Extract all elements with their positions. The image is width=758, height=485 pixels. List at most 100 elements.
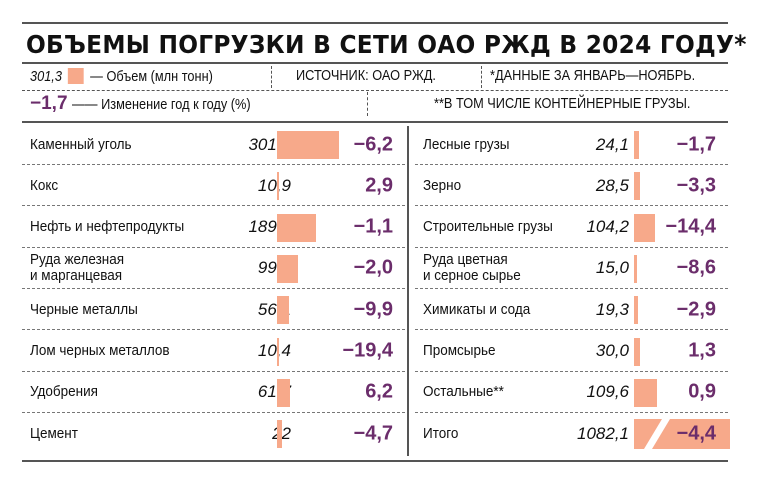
change-value: 2,9 [365,174,393,197]
title-rule [22,62,728,64]
row-divider [415,205,728,207]
row-divider [22,329,405,331]
bar-segment [634,419,662,450]
table-row: Итого 1082,1 −4,4 [415,413,730,454]
row-divider [22,205,405,207]
legend-volume-value: 301,3 [30,69,62,85]
volume-value: 19,3 [595,299,629,319]
volume-bar [277,296,289,325]
change-value: −1,7 [676,133,716,155]
category-label: Нефть и нефтепродукты [30,218,185,236]
change-value: −2,9 [676,298,716,321]
volume-bar [277,172,280,201]
table-row: Цемент 22 −4,7 [22,413,405,454]
change-value: −4,4 [676,422,716,445]
category-label: Черные металлы [30,300,138,318]
change-value: −19,4 [342,339,393,362]
row-divider [22,287,405,289]
divider [367,92,368,116]
volume-value: 1082,1 [577,423,629,443]
change-value: −1,1 [353,215,393,238]
volume-bar [634,378,657,407]
volume-bar [277,131,339,159]
legend-volume-label: — Объем (млн тонн) [90,69,213,85]
header-rule [22,121,728,123]
volume-bar [277,254,298,283]
table-row: Зерно 28,5 −3,3 [415,165,728,207]
volume-value: 104,2 [586,217,629,237]
table-row: Черные металлы 56,1 −9,9 [22,289,405,331]
divider [481,66,482,88]
legend-change: −1,7 —— Изменение год к году (%) [30,93,275,115]
row-divider [415,246,728,248]
table-row: Лом черных металлов 10,4 −19,4 [22,331,405,372]
row-divider [415,370,728,372]
change-value: 0,9 [688,380,716,403]
category-label: Руда железная и марганцевая [30,251,125,285]
category-label: Каменный уголь [30,135,132,153]
category-label: Лесные грузы [423,135,510,153]
note-containers: **В ТОМ ЧИСЛЕ КОНТЕЙНЕРНЫЕ ГРУЗЫ. [434,96,691,112]
row-divider [415,287,728,289]
category-label: Зерно [423,176,462,194]
change-value: −14,4 [665,215,716,238]
table-row: Нефть и нефтепродукты 189,5 −1,1 [22,207,405,248]
row-divider [22,370,405,372]
change-value: −9,9 [353,298,393,321]
table-row: Строительные грузы 104,2 −14,4 [415,207,728,248]
table-row: Лесные грузы 24,1 −1,7 [415,124,728,165]
category-label: Промсырье [423,342,496,359]
category-label: Удобрения [30,383,98,401]
change-value: −3,3 [676,174,716,197]
volume-bar [634,296,638,325]
volume-bar [277,337,280,366]
divider [271,66,272,88]
category-label: Руда цветная и серное сырье [423,251,521,285]
table-row: Промсырье 30,0 1,3 [415,331,728,372]
row-divider [415,411,728,413]
volume-value: 22 [272,423,291,443]
legend-change-label: —— Изменение год к году (%) [71,97,251,113]
table-row: Удобрения 61,7 6,2 [22,372,405,413]
table-row: Руда цветная и серное сырье 15,0 −8,6 [415,248,728,289]
legend-change-value: −1,7 [30,93,68,114]
category-label: Цемент [30,424,78,442]
table-row: Остальные** 109,6 0,9 [415,372,728,413]
chart-title: ОБЪЕМЫ ПОГРУЗКИ В СЕТИ ОАО РЖД В 2024 ГО… [26,30,747,59]
volume-value: 24,1 [595,134,629,154]
volume-bar [634,131,639,159]
top-rule [22,22,728,24]
category-label: Итого [423,424,459,442]
volume-bar [634,172,640,201]
volume-value: 15,0 [595,258,629,278]
change-value: 6,2 [365,380,393,403]
row-divider [415,329,728,331]
bottom-rule [22,460,728,462]
change-value: 1,3 [688,339,716,362]
volume-bar [277,420,282,449]
volume-bar-broken [634,419,730,450]
row-divider [22,164,405,165]
change-value: −8,6 [676,256,716,279]
volume-bar [277,378,290,407]
note-period: *ДАННЫЕ ЗА ЯНВАРЬ—НОЯБРЬ. [490,68,696,84]
category-label: Химикаты и сода [423,300,531,318]
change-value: −2,0 [353,256,393,279]
legend-volume: 301,3 — Объем (млн тонн) [30,68,213,85]
category-label: Остальные** [423,383,504,401]
volume-value: 10,9 [257,175,291,195]
legend-volume-swatch [68,68,84,84]
category-label: Кокс [30,176,59,194]
volume-bar [634,337,641,366]
volume-value: 10,4 [257,341,291,360]
change-value: −4,7 [353,422,393,445]
table-row: Кокс 10,9 2,9 [22,165,405,207]
volume-value: 109,6 [586,382,629,402]
volume-bar [634,213,656,242]
source: ИСТОЧНИК: ОАО РЖД. [296,68,436,84]
change-value: −6,2 [353,133,393,155]
row-divider [22,246,405,248]
volume-bar [277,213,316,242]
category-label: Лом черных металлов [30,342,170,359]
table-row: Руда железная и марганцевая 99,7 −2,0 [22,248,405,289]
